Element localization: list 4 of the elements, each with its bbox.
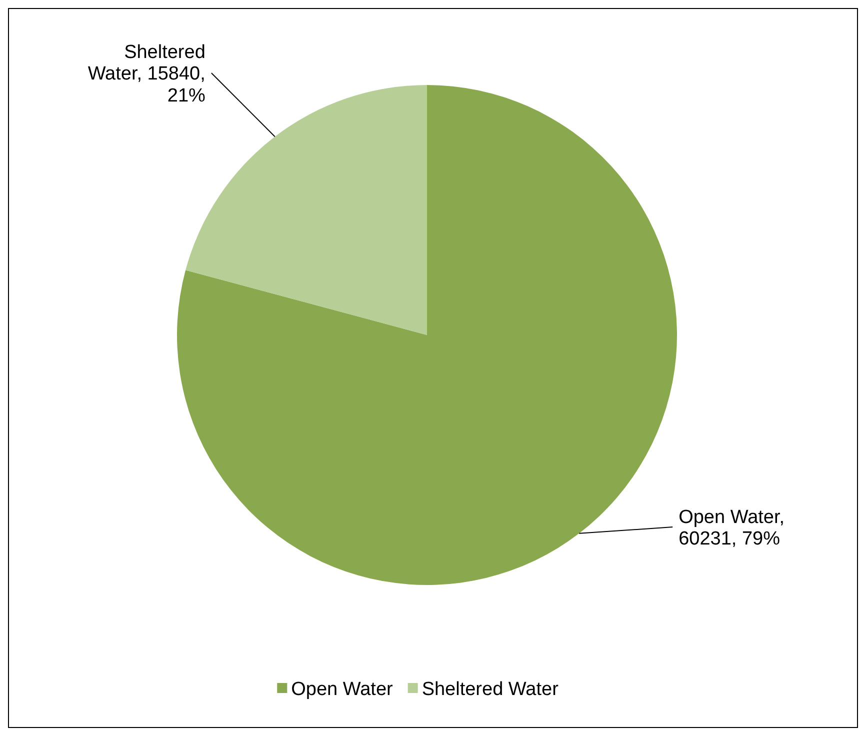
legend-label: Sheltered Water bbox=[422, 679, 560, 700]
legend-label: Open Water bbox=[291, 679, 394, 700]
data-label: Sheltered Water, 15840, 21% bbox=[88, 42, 206, 106]
data-label: Open Water, 60231, 79% bbox=[678, 506, 785, 550]
